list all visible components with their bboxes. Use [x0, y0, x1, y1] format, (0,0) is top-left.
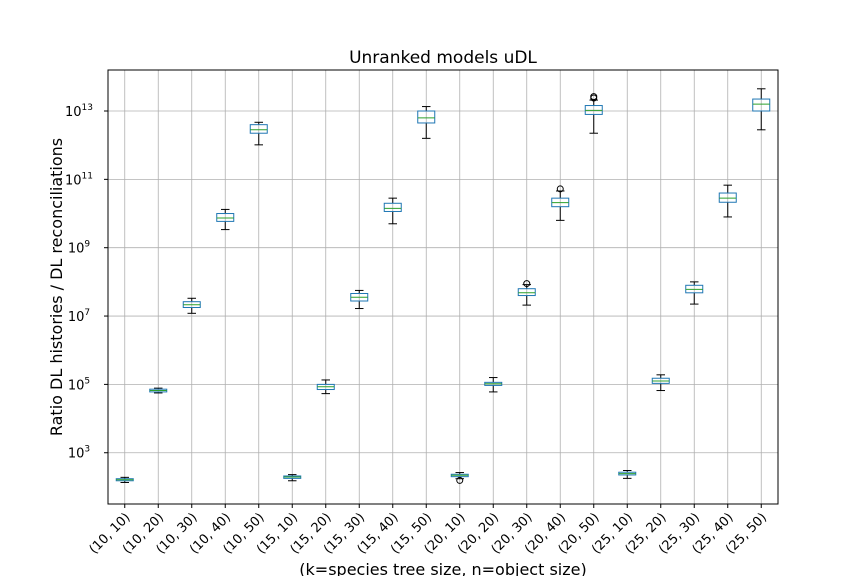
outlier-point: [523, 280, 531, 288]
x-axis-label: (k=species tree size, n=object size): [299, 560, 586, 576]
box-iqr: [383, 202, 402, 212]
y-tick-exponent: 3: [84, 445, 90, 455]
y-tick-base: 10: [68, 378, 85, 393]
y-tick-exponent: 9: [84, 240, 90, 250]
y-tick-exponent: 5: [84, 376, 90, 386]
box-layer: [115, 88, 771, 484]
chart-title: Unranked models uDL: [349, 48, 537, 68]
plot-area-frame: [107, 69, 779, 505]
y-tick-base: 10: [68, 447, 85, 462]
y-tick-base: 10: [68, 310, 85, 325]
outlier-point: [590, 93, 598, 101]
y-tick-exponent: 7: [84, 308, 90, 318]
box-iqr: [752, 98, 771, 112]
y-tick-label: 1011: [65, 171, 93, 188]
y-tick-label: 1013: [65, 103, 93, 120]
y-tick-base: 10: [65, 105, 82, 120]
y-tick-label: 109: [68, 240, 91, 257]
box-iqr: [517, 288, 536, 297]
y-tick-exponent: 13: [82, 103, 93, 113]
box-iqr: [216, 213, 235, 222]
y-tick-label: 107: [68, 308, 90, 325]
y-tick-label: 105: [68, 376, 90, 393]
box-iqr: [249, 124, 268, 134]
y-tick-label: 103: [68, 445, 90, 462]
outlier-point: [456, 476, 464, 484]
y-tick-exponent: 11: [82, 171, 93, 181]
box-iqr: [718, 192, 737, 203]
y-tick-base: 10: [68, 242, 85, 257]
y-axis-label: Ratio DL histories / DL reconciliations: [47, 138, 66, 436]
y-tick-base: 10: [65, 173, 82, 188]
outlier-point: [556, 185, 564, 193]
box-iqr: [417, 110, 436, 124]
